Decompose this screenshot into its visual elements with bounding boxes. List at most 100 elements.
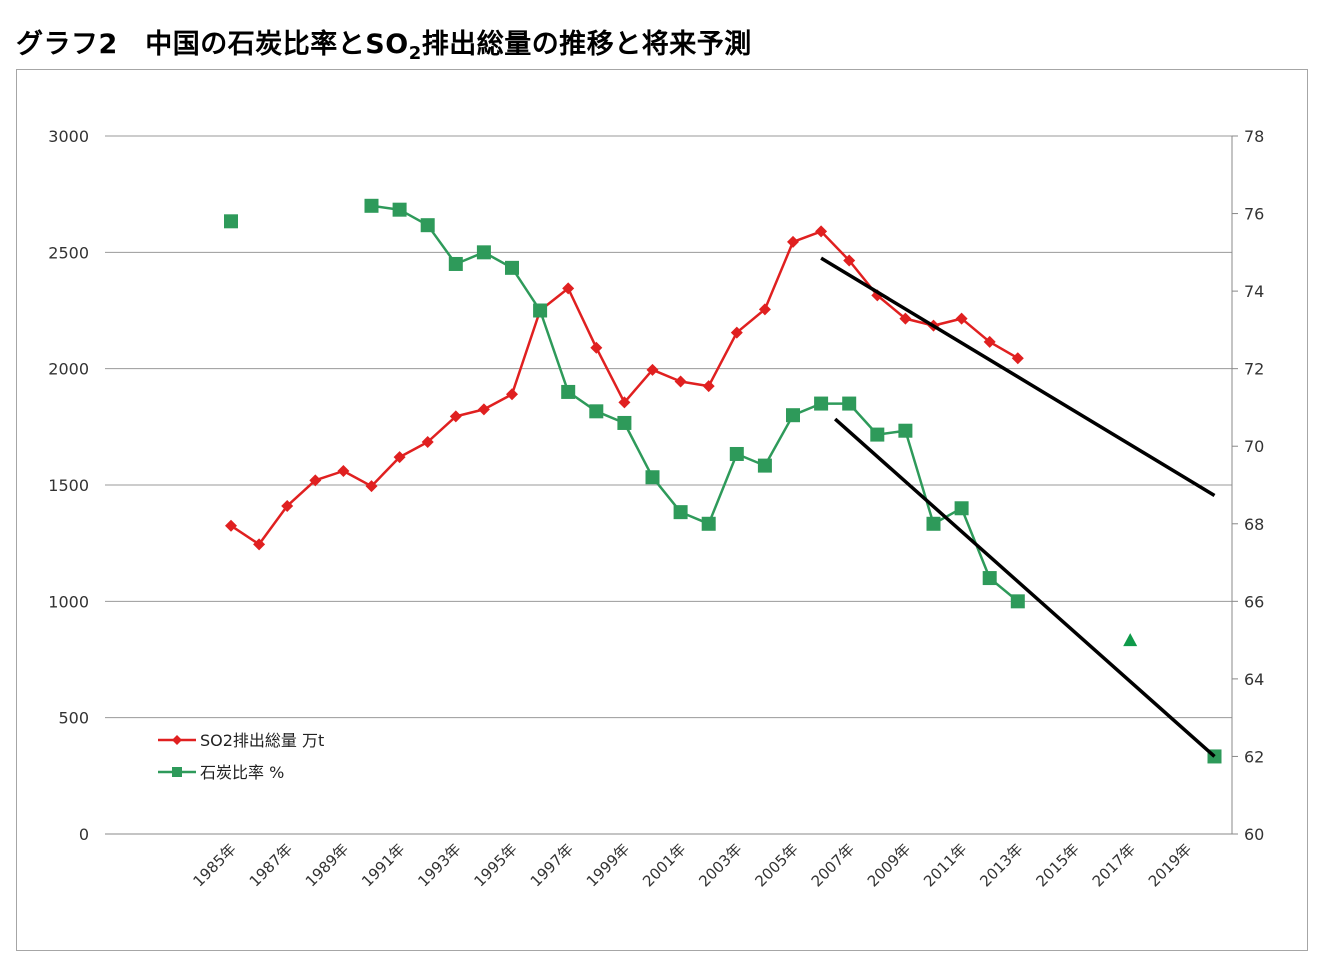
coal-ratio-point <box>476 245 491 260</box>
so2-point <box>983 335 996 348</box>
so2-point <box>758 303 771 316</box>
x-tick-label: 2005年 <box>751 840 801 890</box>
y-right-tick-label: 62 <box>1244 747 1264 766</box>
coal-ratio-point <box>589 404 604 419</box>
legend-label: 石炭比率 % <box>200 763 284 782</box>
coal-ratio-point <box>420 218 435 233</box>
coal-ratio-point <box>814 396 829 411</box>
coal-ratio-point <box>729 446 744 461</box>
chart-frame <box>16 69 1308 951</box>
y-left-tick-label: 1500 <box>48 476 89 495</box>
x-tick-label: 2007年 <box>808 840 858 890</box>
x-tick-label: 1989年 <box>302 840 352 890</box>
so2-point <box>843 254 856 267</box>
series-line-coal <box>372 206 1215 757</box>
so2-point <box>365 480 378 493</box>
forecast-point <box>1123 633 1138 647</box>
so2-point <box>730 326 743 339</box>
y-left-tick-label: 3000 <box>48 127 89 146</box>
x-tick-label: 2003年 <box>695 840 745 890</box>
trend-line <box>820 256 1216 497</box>
trend-line <box>833 417 1216 758</box>
so2-point <box>646 363 659 376</box>
legend-marker <box>172 735 182 745</box>
coal-ratio-point <box>926 516 941 531</box>
x-tick-label: 1999年 <box>583 840 633 890</box>
so2-point <box>787 235 799 248</box>
coal-ratio-point <box>364 198 379 213</box>
legend-marker <box>172 767 182 777</box>
y-left-tick-label: 1000 <box>48 592 89 611</box>
so2-point <box>562 282 575 295</box>
so2-point <box>281 499 294 512</box>
x-tick-label: 1987年 <box>246 840 296 890</box>
x-tick-label: 1995年 <box>470 840 520 890</box>
so2-point <box>421 435 434 448</box>
y-left-tick-label: 0 <box>79 825 89 844</box>
x-tick-label: 2015年 <box>1032 840 1082 890</box>
legend-label: SO2排出総量 万t <box>200 731 324 750</box>
coal-ratio-point <box>645 470 660 485</box>
x-tick-label: 1997年 <box>527 840 577 890</box>
coal-ratio-point <box>982 571 997 586</box>
so2-point <box>253 538 266 551</box>
x-tick-label: 2009年 <box>864 840 914 890</box>
coal-ratio-point <box>224 214 238 229</box>
coal-ratio-point <box>786 408 800 423</box>
y-right-tick-label: 64 <box>1244 670 1264 689</box>
x-tick-label: 1985年 <box>189 840 239 890</box>
coal-ratio-point <box>561 384 576 399</box>
page-title: グラフ2 中国の石炭比率とSO2排出総量の推移と将来予測 <box>16 22 752 64</box>
coal-ratio-point <box>701 516 716 531</box>
coal-ratio-point <box>505 260 519 275</box>
y-right-tick-label: 76 <box>1244 205 1264 224</box>
x-tick-label: 2019年 <box>1145 840 1195 890</box>
so2-point <box>815 225 828 238</box>
so2-point <box>225 519 237 532</box>
so2-point <box>337 465 350 478</box>
y-left-tick-label: 2000 <box>48 360 89 379</box>
x-tick-label: 2001年 <box>639 840 689 890</box>
coal-ratio-point <box>448 256 463 271</box>
coal-ratio-point <box>898 423 913 438</box>
y-left-tick-label: 500 <box>58 709 89 728</box>
y-right-tick-label: 74 <box>1244 282 1264 301</box>
coal-ratio-point <box>842 396 857 411</box>
x-tick-label: 2013年 <box>976 840 1026 890</box>
coal-ratio-point <box>533 303 548 318</box>
so2-point <box>477 403 490 416</box>
y-right-tick-label: 66 <box>1244 592 1264 611</box>
x-tick-label: 2011年 <box>920 840 970 890</box>
x-tick-label: 2017年 <box>1089 840 1139 890</box>
coal-ratio-point <box>870 427 885 442</box>
so2-point <box>955 312 968 325</box>
y-right-tick-label: 60 <box>1244 825 1264 844</box>
title-rest: 排出総量の推移と将来予測 <box>421 29 752 60</box>
title-subscript: 2 <box>408 43 422 64</box>
so2-point <box>506 388 518 401</box>
coal-ratio-point <box>617 415 632 430</box>
coal-ratio-point <box>1010 594 1025 609</box>
so2-point <box>674 375 687 388</box>
y-right-tick-label: 78 <box>1244 127 1264 146</box>
so2-point <box>449 410 462 423</box>
so2-point <box>618 396 631 409</box>
so2-point <box>1011 352 1024 365</box>
coal-ratio-point <box>392 202 407 217</box>
y-right-tick-label: 70 <box>1244 437 1264 456</box>
so2-point <box>393 451 406 464</box>
coal-ratio-point <box>757 458 772 473</box>
title-main: グラフ2 中国の石炭比率とSO <box>16 29 409 60</box>
series-line-so2 <box>230 230 1019 546</box>
so2-point <box>309 474 322 487</box>
so2-point <box>590 341 603 354</box>
x-tick-label: 1991年 <box>358 840 408 890</box>
so2-point <box>899 312 912 325</box>
coal-ratio-point <box>673 505 688 520</box>
so2-point <box>702 380 715 393</box>
y-left-tick-label: 2500 <box>48 243 89 262</box>
y-right-tick-label: 72 <box>1244 360 1264 379</box>
x-tick-label: 1993年 <box>414 840 464 890</box>
y-right-tick-label: 68 <box>1244 515 1264 534</box>
